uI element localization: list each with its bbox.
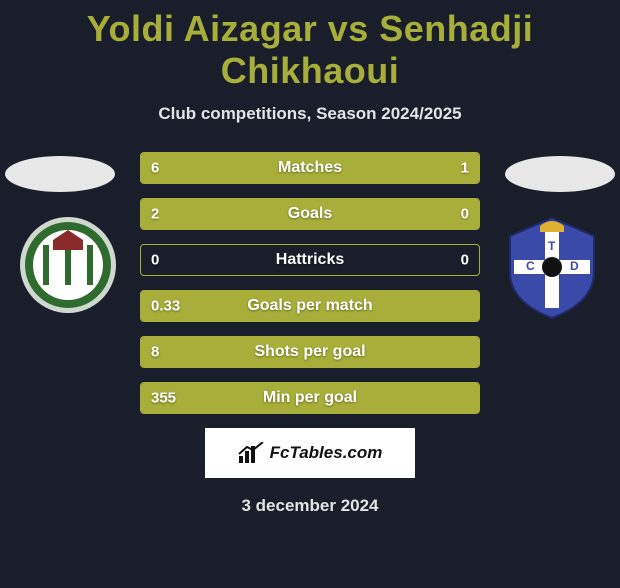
stat-value-left: 0: [151, 252, 159, 269]
stats-list: 6 Matches 1 2 Goals 0 0 Hattricks 0 0.33 Goals per…: [140, 152, 480, 414]
stat-row: 2 Goals 0: [140, 198, 480, 230]
stat-value-left: 0.33: [151, 298, 180, 315]
subtitle: Club competitions, Season 2024/2025: [0, 104, 620, 124]
stat-value-left: 2: [151, 206, 159, 223]
page-title: Yoldi Aizagar vs Senhadji Chikhaoui: [0, 8, 620, 92]
stat-row: 6 Matches 1: [140, 152, 480, 184]
brand-text: FcTables.com: [270, 443, 383, 463]
club-badge-left: [18, 210, 118, 320]
brand-card: FcTables.com: [205, 428, 415, 478]
club-badge-right: C D T: [502, 210, 602, 320]
fctables-logo-icon: [238, 442, 264, 464]
stat-label: Min per goal: [263, 389, 357, 407]
player-right-placeholder: [505, 156, 615, 192]
stat-label: Hattricks: [276, 251, 344, 269]
svg-text:T: T: [548, 239, 556, 253]
stat-label: Goals: [288, 205, 332, 223]
stat-row: 0 Hattricks 0: [140, 244, 480, 276]
tenerife-badge-icon: C D T: [502, 210, 602, 320]
comparison-panel: C D T 6 Matches 1 2 Goals 0 0 Hattricks 0 0.33 Goa…: [0, 152, 620, 516]
stat-label: Goals per match: [247, 297, 372, 315]
stat-value-right: 0: [461, 206, 469, 223]
stat-row: 8 Shots per goal: [140, 336, 480, 368]
stat-row: 355 Min per goal: [140, 382, 480, 414]
stat-label: Shots per goal: [254, 343, 365, 361]
svg-text:C: C: [526, 259, 535, 273]
date-text: 3 december 2024: [0, 496, 620, 516]
stat-value-left: 6: [151, 160, 159, 177]
stat-bar-right: [418, 153, 479, 183]
stat-value-left: 8: [151, 344, 159, 361]
stat-value-right: 1: [461, 160, 469, 177]
stat-value-right: 0: [461, 252, 469, 269]
stat-value-left: 355: [151, 390, 176, 407]
stat-row: 0.33 Goals per match: [140, 290, 480, 322]
player-left-placeholder: [5, 156, 115, 192]
svg-text:D: D: [570, 259, 579, 273]
cordoba-badge-icon: [18, 210, 118, 320]
stat-label: Matches: [278, 159, 342, 177]
